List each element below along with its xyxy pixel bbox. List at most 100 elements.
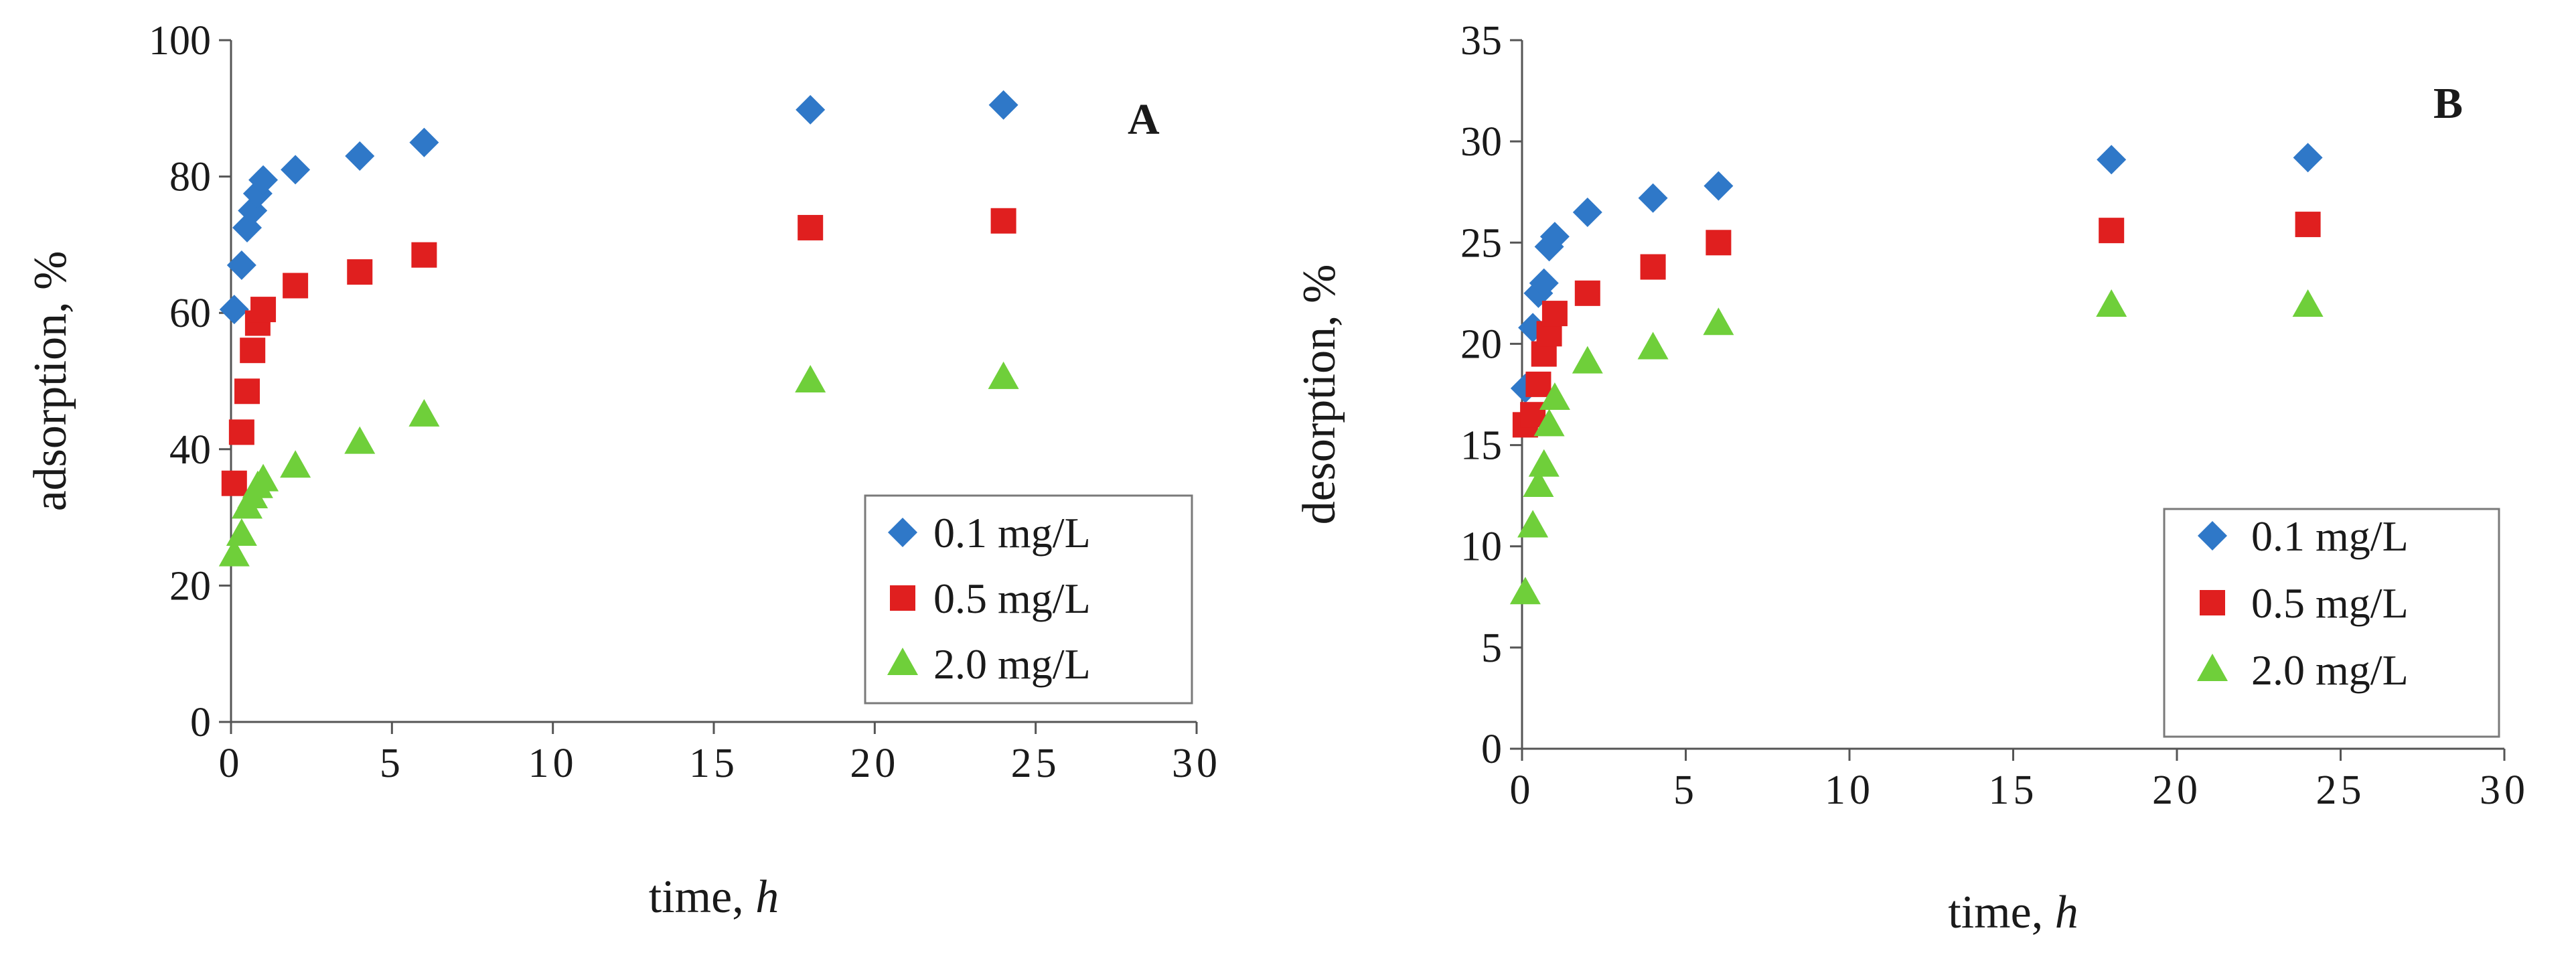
x-axis-title-text: time, <box>1948 887 2054 938</box>
data-point <box>221 470 247 496</box>
data-point <box>234 378 260 405</box>
data-point <box>1528 449 1560 477</box>
data-point <box>226 518 257 546</box>
y-tick-label: 20 <box>169 563 211 609</box>
y-tick-label: 40 <box>169 427 211 473</box>
data-point <box>280 450 311 478</box>
y-axis-title: adsorption, % <box>25 251 76 512</box>
x-axis-title-text: time, <box>649 871 755 923</box>
y-tick-label: 5 <box>1481 626 1502 671</box>
y-tick-label: 15 <box>1460 423 1502 469</box>
legend-label: 2.0 mg/L <box>2251 646 2409 694</box>
data-point <box>1703 307 1734 336</box>
x-axis-title: time, h <box>1948 887 2078 938</box>
legend-marker <box>2200 590 2225 615</box>
x-axis-title: time, h <box>649 871 779 923</box>
x-tick-label: 0 <box>219 741 244 786</box>
data-point <box>1640 254 1666 280</box>
data-point <box>2295 212 2321 238</box>
data-point <box>228 419 254 445</box>
y-tick-label: 100 <box>149 18 211 64</box>
legend: 0.1 mg/L 0.5 mg/L 2.0 mg/L <box>2163 508 2500 738</box>
data-point <box>226 250 256 280</box>
data-point <box>2292 289 2324 317</box>
legend-label: 0.5 mg/L <box>2251 579 2409 627</box>
y-tick-label: 20 <box>1460 321 1502 367</box>
legend-marker <box>2198 521 2227 550</box>
x-tick-label: 5 <box>380 741 404 786</box>
x-tick-label: 0 <box>1510 767 1535 813</box>
data-point <box>1539 222 1570 252</box>
legend-marker <box>888 518 917 547</box>
data-point <box>1509 577 1541 605</box>
data-point <box>218 538 250 567</box>
x-tick-label: 20 <box>2152 767 2202 813</box>
x-tick-label: 15 <box>689 741 739 786</box>
series-0-5-mg-l <box>1512 212 2321 438</box>
data-point <box>1529 268 1559 298</box>
data-point <box>988 90 1018 120</box>
data-point <box>248 165 279 195</box>
data-point <box>1572 197 1602 227</box>
data-point <box>248 463 279 492</box>
data-point <box>409 127 439 157</box>
y-tick-label: 25 <box>1460 220 1502 266</box>
x-tick-label: 30 <box>1172 741 1221 786</box>
x-axis-title-var: h <box>755 871 779 923</box>
legend-marker <box>887 648 918 675</box>
y-tick-label: 60 <box>169 291 211 336</box>
data-point <box>344 426 376 454</box>
x-tick-label: 10 <box>528 741 578 786</box>
legend-label: 2.0 mg/L <box>933 640 1091 688</box>
data-point <box>1523 469 1554 498</box>
legend-label: 0.5 mg/L <box>933 575 1091 622</box>
series-0-1-mg-l <box>1510 143 2323 403</box>
y-tick-label: 10 <box>1460 524 1502 570</box>
data-point <box>988 361 1019 389</box>
data-point <box>798 214 824 240</box>
legend: 0.1 mg/L 0.5 mg/L 2.0 mg/L <box>864 494 1193 705</box>
data-point <box>1539 382 1570 411</box>
data-point <box>408 398 440 427</box>
series-0-5-mg-l <box>221 208 1016 496</box>
series-2-0-mg-l <box>218 361 1019 567</box>
y-axis-title: desorption, % <box>1294 265 1345 525</box>
data-point <box>1637 332 1669 360</box>
x-tick-label: 5 <box>1673 767 1698 813</box>
x-tick-label: 20 <box>850 741 899 786</box>
data-point <box>345 141 375 171</box>
panel-b: 0 5 10 15 20 25 30 35 0 5 10 15 20 25 30 desorption, % t… <box>1294 18 2525 938</box>
x-tick-label: 15 <box>1989 767 2038 813</box>
data-point <box>2096 289 2127 317</box>
panel-letter: A <box>1128 95 1160 144</box>
data-point <box>1638 183 1668 213</box>
legend-label: 0.1 mg/L <box>2251 512 2409 560</box>
x-tick-label: 10 <box>1825 767 1874 813</box>
panel-a: 0 20 40 60 80 100 0 5 10 15 20 25 30 adsorption, % tim… <box>25 18 1221 923</box>
data-point <box>1541 301 1568 327</box>
data-point <box>795 94 826 125</box>
data-point <box>283 273 309 299</box>
legend-box <box>864 494 1193 705</box>
data-point <box>795 365 826 392</box>
legend-label: 0.1 mg/L <box>933 509 1091 557</box>
data-point <box>411 242 437 268</box>
data-point <box>1517 510 1549 538</box>
legend-marker <box>2197 654 2228 681</box>
panel-letter: B <box>2433 79 2463 128</box>
data-point <box>2097 145 2127 175</box>
data-point <box>1703 171 1734 201</box>
y-tick-label: 30 <box>1460 119 1502 165</box>
data-point <box>240 338 266 364</box>
data-point <box>1706 230 1732 256</box>
data-point <box>1572 346 1603 374</box>
y-tick-label: 0 <box>190 700 211 745</box>
series-2-0-mg-l <box>1509 289 2324 605</box>
data-point <box>1533 409 1565 437</box>
x-tick-label: 25 <box>1011 741 1061 786</box>
data-point <box>219 295 249 325</box>
y-tick-label: 35 <box>1460 18 1502 64</box>
series-0-1-mg-l <box>219 90 1018 325</box>
data-point <box>990 208 1016 234</box>
